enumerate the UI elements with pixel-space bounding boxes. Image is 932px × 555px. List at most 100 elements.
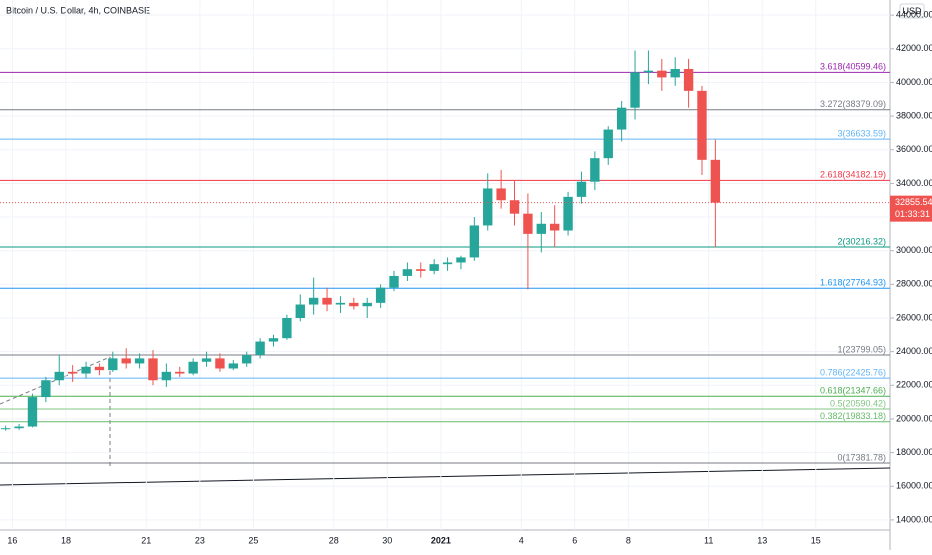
x-tick-label: 8 [626, 535, 631, 545]
countdown-label: 01:33:31 [895, 209, 930, 219]
x-tick-label: 23 [195, 535, 205, 545]
x-tick-label: 2021 [431, 535, 451, 545]
fib-level-label: 2(30216.32) [837, 236, 886, 246]
candle-body [429, 264, 439, 271]
y-tick-label: 22000.00 [896, 380, 932, 390]
x-tick-label: 6 [572, 535, 577, 545]
fib-level-label: 0.5(20590.42) [830, 398, 886, 408]
dashed-trend-line [0, 356, 111, 405]
candle-body [469, 225, 480, 258]
candle-body [697, 90, 707, 160]
x-tick-label: 30 [382, 535, 392, 545]
candle-body [643, 70, 654, 73]
currency-label[interactable]: USD [902, 6, 922, 16]
candle-body [228, 363, 239, 369]
candle-body [523, 213, 533, 234]
candle-body [175, 371, 185, 374]
y-tick-label: 28000.00 [896, 279, 932, 289]
trend-line [0, 467, 891, 486]
candle-body [242, 355, 252, 364]
x-tick-label: 15 [811, 535, 821, 545]
last-price-label: 32855.54 [895, 197, 932, 207]
fib-level-label: 3.618(40599.46) [820, 62, 886, 72]
x-tick-label: 25 [248, 535, 258, 545]
fib-level-label: 0.786(22425.76) [820, 368, 886, 378]
x-tick-label: 18 [61, 535, 71, 545]
candle-body [549, 223, 560, 231]
candle-body [201, 358, 212, 362]
candle-body [416, 269, 426, 271]
candle-body [389, 275, 399, 288]
candle-body [670, 68, 680, 78]
y-tick-label: 24000.00 [896, 346, 932, 356]
x-tick-label: 11 [704, 535, 713, 545]
candle-body [483, 188, 493, 226]
candle-body [402, 269, 413, 276]
candle-body [81, 366, 91, 374]
candle-body [67, 371, 78, 374]
candle-body [161, 371, 172, 381]
candle-body [255, 341, 265, 356]
fib-level-label: 3(36633.59) [837, 128, 886, 138]
y-tick-label: 30000.00 [896, 245, 932, 255]
x-tick-label: 21 [141, 535, 151, 545]
fib-level-label: 1.618(27764.93) [820, 278, 886, 288]
candle-body [308, 297, 319, 305]
candle-body [188, 361, 198, 374]
candle-body [536, 223, 546, 234]
y-tick-label: 40000.00 [896, 77, 932, 87]
currency-button[interactable] [899, 3, 925, 19]
fib-level-label: 0(17381.78) [837, 452, 886, 462]
y-tick-label: 44000.00 [896, 10, 932, 20]
y-tick-label: 36000.00 [896, 144, 932, 154]
candle-body [322, 297, 332, 305]
fib-level-label: 1(23799.05) [837, 344, 886, 354]
fib-level-label: 0.382(19833.18) [820, 411, 886, 421]
candle-body [94, 366, 105, 371]
y-tick-label: 34000.00 [896, 178, 932, 188]
candle-body [282, 318, 292, 339]
candle-body [1, 428, 11, 430]
candle-body [148, 358, 158, 381]
y-tick-label: 26000.00 [896, 312, 932, 322]
fib-level-label: 0.618(21347.66) [820, 386, 886, 396]
fib-level-label: 2.618(34182.19) [820, 170, 886, 180]
candle-body [54, 371, 64, 381]
candle-body [442, 262, 453, 265]
candle-body [14, 426, 24, 429]
y-tick-label: 42000.00 [896, 43, 932, 53]
fib-level-label: 3.272(38379.09) [820, 99, 886, 109]
x-tick-label: 28 [329, 535, 339, 545]
candle-body [456, 257, 466, 263]
candle-body [563, 196, 573, 231]
candle-body [630, 72, 640, 108]
candle-body [27, 397, 38, 427]
y-tick-label: 20000.00 [896, 413, 932, 423]
x-tick-label: 16 [7, 535, 17, 545]
candle-body [616, 107, 627, 130]
candle-body [362, 302, 372, 307]
candle-body [496, 188, 506, 201]
candle-body [295, 304, 305, 318]
candle-body [683, 68, 694, 91]
candle-body [335, 302, 346, 305]
candle-body [349, 302, 359, 307]
y-tick-label: 16000.00 [896, 481, 932, 491]
candle-body [590, 158, 600, 182]
candle-body [215, 358, 225, 369]
x-tick-label: 13 [757, 535, 767, 545]
x-tick-label: 4 [519, 535, 524, 545]
last-price-tag [890, 195, 932, 222]
candle-body [41, 380, 51, 398]
candle-body [657, 70, 667, 78]
candle-body [509, 200, 520, 214]
chart-title: Bitcoin / U.S. Dollar, 4h, COINBASE [6, 5, 150, 15]
candle-body [134, 358, 145, 364]
candle-body [121, 358, 131, 364]
y-tick-label: 38000.00 [896, 110, 932, 120]
y-tick-label: 18000.00 [896, 447, 932, 457]
candle-body [108, 358, 118, 371]
candle-body [603, 129, 613, 159]
